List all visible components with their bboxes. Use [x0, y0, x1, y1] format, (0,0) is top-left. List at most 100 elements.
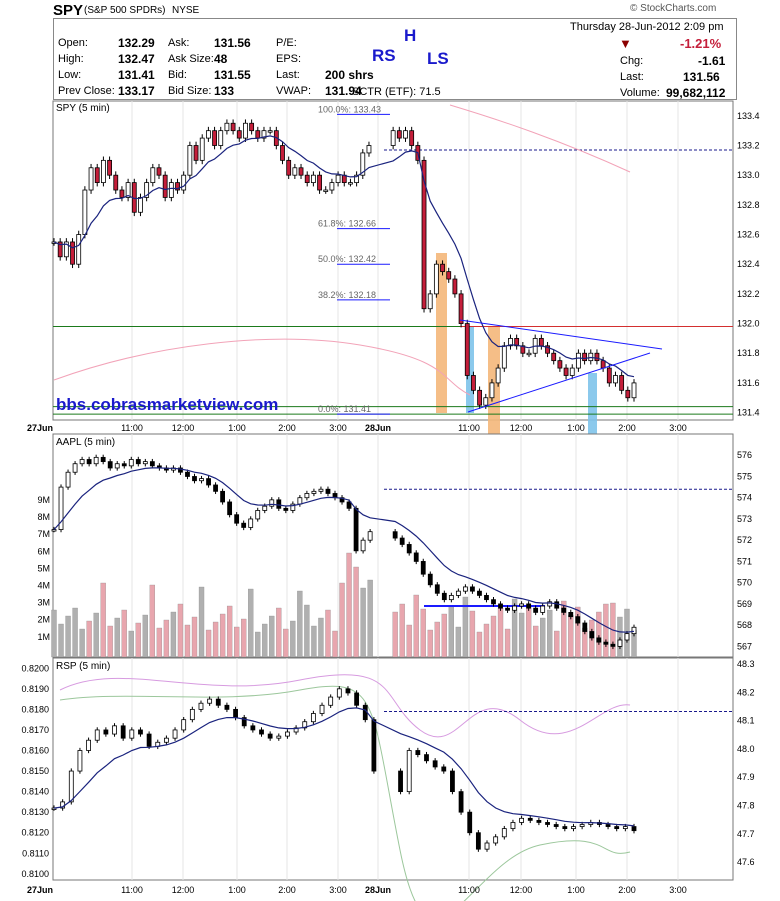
- candle: [215, 698, 221, 706]
- candle: [346, 501, 352, 509]
- y-tick-label: 0.8150: [21, 766, 49, 776]
- volume-bar: [100, 582, 106, 658]
- candle: [319, 704, 325, 714]
- volume-bar: [490, 615, 497, 658]
- candle: [448, 595, 454, 601]
- candle: [484, 842, 490, 850]
- volume-bar: [72, 607, 78, 658]
- candle: [420, 561, 426, 575]
- candle: [224, 704, 230, 710]
- candle: [495, 367, 501, 384]
- candle: [293, 727, 299, 733]
- quote-value: 132.47: [118, 52, 155, 66]
- y-tick-label: 47.7: [737, 829, 755, 839]
- candle: [51, 529, 57, 532]
- candle: [526, 352, 532, 356]
- x-tick-label: 2:00: [618, 885, 636, 895]
- quote-label: Ask Size:: [168, 53, 214, 65]
- candle: [230, 122, 236, 132]
- y-tick-label: 47.9: [737, 772, 755, 782]
- candle: [178, 467, 183, 473]
- candle: [255, 130, 261, 139]
- candle: [206, 478, 211, 486]
- volume-bar: [93, 612, 99, 658]
- volume-bar: [248, 588, 254, 658]
- quote-label: Low:: [58, 69, 82, 81]
- candle: [88, 167, 94, 191]
- volume-tick-label: 2M: [37, 615, 50, 625]
- candle: [415, 750, 421, 756]
- candle: [205, 130, 211, 139]
- candle: [220, 490, 226, 503]
- volume-bar: [367, 579, 373, 658]
- y-tick-label: 133.4: [737, 111, 760, 121]
- y-tick-label: 47.8: [737, 801, 755, 811]
- y-tick-label: 575: [737, 471, 752, 481]
- candle: [276, 735, 282, 739]
- candle: [464, 323, 470, 376]
- candle: [280, 145, 285, 161]
- candle: [100, 456, 106, 463]
- volume-bar: [283, 628, 289, 658]
- candle: [452, 278, 458, 295]
- y-tick-label: 572: [737, 535, 752, 545]
- volume-bar: [511, 598, 518, 658]
- candle: [304, 493, 310, 499]
- last-label: Last:: [620, 71, 644, 83]
- candle: [510, 822, 516, 830]
- x-tick-label: 2:00: [618, 423, 636, 433]
- candle: [392, 531, 398, 539]
- panel-frame: [52, 657, 734, 881]
- candle: [366, 145, 372, 154]
- volume-bar: [603, 603, 609, 658]
- candle: [172, 729, 178, 739]
- volume-bar: [128, 630, 134, 658]
- candle: [304, 174, 310, 184]
- candle: [70, 241, 75, 265]
- candle: [79, 459, 85, 465]
- candle: [218, 130, 224, 146]
- candle: [181, 719, 187, 731]
- candle: [606, 367, 612, 384]
- candle: [519, 603, 524, 607]
- candle: [398, 770, 403, 793]
- down-triangle-icon: ▼: [619, 36, 632, 51]
- y-tick-label: 0.8140: [21, 787, 49, 797]
- pattern-trendline: [467, 352, 651, 413]
- candle: [212, 130, 217, 146]
- volume-bar: [269, 615, 275, 658]
- y-tick-label: 0.8160: [21, 746, 49, 756]
- candle: [433, 263, 439, 295]
- highlight-bar: [436, 253, 447, 413]
- candle: [146, 733, 152, 747]
- y-tick-label: 131.8: [737, 348, 760, 358]
- candle: [571, 826, 576, 830]
- candle: [403, 130, 408, 139]
- candle: [286, 159, 292, 176]
- candle: [561, 607, 567, 613]
- x-tick-label: 1:00: [228, 885, 246, 895]
- candle: [484, 595, 489, 601]
- candle: [477, 590, 482, 596]
- candle: [491, 599, 496, 605]
- x-tick-label: 3:00: [669, 423, 687, 433]
- security-name: (S&P 500 SPDRs): [84, 5, 166, 16]
- chg-label: Chg:: [620, 55, 644, 67]
- candle: [113, 174, 119, 191]
- y-tick-label: 47.6: [737, 857, 755, 867]
- y-tick-label: 0.8200: [21, 663, 49, 673]
- candle: [150, 167, 156, 184]
- candle: [501, 828, 507, 838]
- candle: [192, 476, 197, 482]
- candle: [250, 725, 256, 731]
- quote-label: VWAP:: [276, 85, 312, 97]
- candle: [269, 499, 275, 507]
- volume-bar: [568, 614, 574, 658]
- fib-label: 50.0%: 132.42: [318, 254, 376, 264]
- x-tick-label: 28Jun: [365, 423, 391, 433]
- candle: [399, 537, 405, 545]
- x-tick-label: 12:00: [172, 885, 195, 895]
- candle: [458, 791, 464, 813]
- candle: [112, 725, 117, 735]
